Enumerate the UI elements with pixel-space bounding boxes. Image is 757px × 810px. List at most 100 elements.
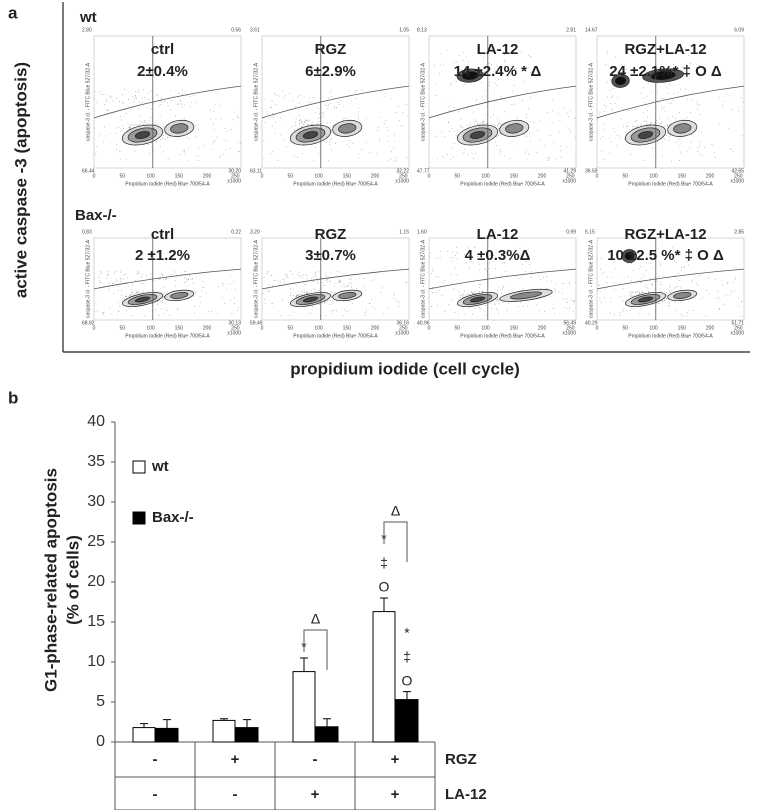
plot-frame [93,237,242,321]
plot-tick: 150 [510,173,519,179]
plot-y-label: caspase-3 cl. - FITC Blue 527/32-A [420,239,426,318]
plot-tick: 200 [371,173,380,179]
quadrant-value: 14.67 [585,27,598,33]
plot-title: RGZ+LA-12 [624,41,706,58]
plot-tick: 250 [734,173,743,179]
contour [338,123,357,134]
quadrant-value: 36.59 [585,168,598,174]
quadrant-value: 40.29 [585,320,598,326]
quadrant-value: 1.15 [399,229,409,235]
y-axis-label: (% of cells) [63,535,82,625]
quadrant-value: 1.05 [399,27,409,33]
plot-result: 24 ±2.1%* ‡ O Δ [609,63,722,80]
plot-tick: 50 [287,173,293,179]
plot-tick: 200 [371,325,380,331]
plot-unit: x1000 [227,178,241,184]
plot-tick: 50 [454,325,460,331]
error-bar [403,691,411,700]
plot-frame [596,35,745,169]
plot-title: RGZ+LA-12 [624,226,706,243]
quadrant-value: 30.13 [228,320,241,326]
plot-tick: 50 [622,325,628,331]
plot-tick: 0 [93,173,96,179]
condition-mark: - [313,751,318,768]
plot-tick: 50 [119,325,125,331]
quadrant-value: 63.11 [250,168,262,174]
condition-mark: + [391,786,400,803]
plot-x-label: Propidium Iodide (Red) Blue 700/54-A [460,333,545,339]
events [94,270,240,317]
quadrant-value: 0.56 [231,27,241,33]
gate-curve [261,268,410,290]
bar [292,671,316,743]
x-axis-label: propidium iodide (cell cycle) [290,359,520,378]
contour [461,71,479,80]
plot-tick: 250 [566,325,575,331]
condition-mark: + [391,751,400,768]
plot-tick: 50 [454,173,460,179]
gate-curve [428,268,577,290]
gate-curve [596,268,745,290]
bar [212,719,236,743]
y-axis-label: active caspase -3 (apoptosis) [11,62,30,298]
plot-tick: 150 [510,325,519,331]
plot-tick: 0 [261,173,264,179]
contour [505,123,524,134]
quadrant-value: 68.82 [82,320,95,326]
plot-title: LA-12 [477,41,519,58]
error-bar [300,657,308,672]
y-tick-label: 40 [87,413,105,430]
plot-tick: 250 [231,325,240,331]
plot-frame [596,237,745,321]
plot-tick: 50 [119,173,125,179]
legend-label: Bax-/- [152,509,194,526]
error-bar [220,718,228,721]
plot-unit: x1000 [730,330,744,336]
plot-tick: 150 [678,173,687,179]
plot-tick: 150 [175,173,184,179]
bracket-label: Δ [391,503,400,519]
condition-mark: - [233,786,238,803]
gate-curve [596,85,745,119]
plot-result: 6±2.9% [305,63,356,80]
significance-mark: * [404,624,410,640]
contour [637,131,654,139]
y-tick-label: 10 [87,653,105,670]
plot-tick: 0 [596,325,599,331]
plot-x-label: Propidium Iodide (Red) Blue 700/54-A [125,181,210,187]
legend-swatch [132,511,146,525]
row-label: wt [79,9,97,26]
quadrant-value: 3.61 [250,27,260,33]
plot-x-label: Propidium Iodide (Red) Blue 700/54-A [460,181,545,187]
quadrant-value: 0.22 [231,229,241,235]
plot-y-label: caspase-3 cl. - FITC Blue 527/32-A [420,62,426,141]
bar [132,727,156,743]
contour [637,296,654,303]
gate-curve [261,85,410,119]
y-tick-label: 35 [87,453,105,470]
contour [469,296,486,303]
plot-x-label: Propidium Iodide (Red) Blue 700/54-A [628,333,713,339]
contour [673,291,692,299]
contour [134,296,151,303]
quadrant-value: 56.49 [563,320,576,326]
plot-title: ctrl [151,226,174,243]
plot-y-label: caspase-3 cl. - FITC Blue 527/32-A [588,239,594,318]
y-axis-label: G1-phase-related apoptosis [41,468,60,692]
plot-unit: x1000 [227,330,241,336]
plot-tick: 250 [399,173,408,179]
contour [469,131,486,139]
plot-unit: x1000 [730,178,744,184]
quadrant-value: 2.81 [566,27,576,33]
plot-unit: x1000 [395,178,409,184]
condition-name: LA-12 [445,786,487,803]
plot-y-label: caspase-3 cl. - FITC Blue 527/32-A [85,62,91,141]
quadrant-value: 59.49 [250,320,263,326]
plot-tick: 250 [231,173,240,179]
plot-x-label: Propidium Iodide (Red) Blue 700/54-A [628,181,713,187]
quadrant-value: 42.65 [731,168,744,174]
contour [170,291,189,299]
